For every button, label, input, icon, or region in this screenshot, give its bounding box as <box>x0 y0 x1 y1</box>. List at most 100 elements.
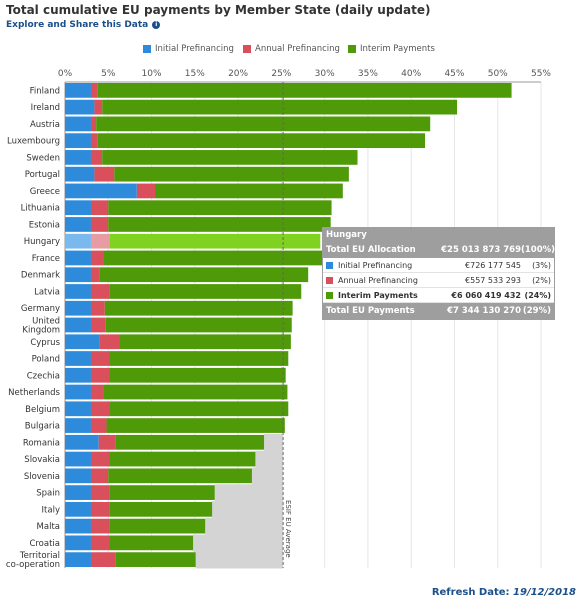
y-tick-label: Croatia <box>29 539 60 549</box>
x-tick-label: 15% <box>185 69 205 79</box>
bar-interim-payments <box>109 518 206 534</box>
legend-swatch <box>348 45 356 53</box>
below-average-fill <box>212 500 284 519</box>
bar-initial-prefinancing <box>65 99 95 115</box>
bar-initial-prefinancing <box>65 250 91 266</box>
x-tick-label: 25% <box>271 69 291 79</box>
tooltip-row-pct: (2%) <box>532 275 551 285</box>
bar-interim-payments <box>155 183 343 199</box>
legend-swatch <box>143 45 151 53</box>
y-tick-label: Slovenia <box>24 472 60 482</box>
chart-title: Total cumulative EU payments by Member S… <box>6 3 431 17</box>
tooltip-row-label: Annual Prefinancing <box>338 275 418 285</box>
x-tick-label: 20% <box>228 69 248 79</box>
bar-initial-prefinancing <box>65 434 99 450</box>
tooltip-row-interim: Interim Payments €6 060 419 432 (24%) <box>323 288 554 303</box>
y-tick-label: Lithuania <box>21 204 60 214</box>
bar-initial-prefinancing <box>65 133 91 149</box>
bar-annual-prefinancing <box>99 334 120 350</box>
x-tick-label: 40% <box>401 69 421 79</box>
legend-item-interim-payments[interactable]: Interim Payments <box>348 44 435 54</box>
y-tick-label: Latvia <box>34 287 60 297</box>
bar-initial-prefinancing <box>65 116 91 132</box>
bar-initial-prefinancing <box>65 334 100 350</box>
bar-initial-prefinancing <box>65 83 91 98</box>
bar-initial-prefinancing <box>65 317 91 333</box>
bar-initial-prefinancing <box>65 267 91 283</box>
bar-annual-prefinancing <box>90 267 100 283</box>
bar-interim-payments <box>102 150 358 165</box>
tooltip-row-label: Interim Payments <box>338 290 418 300</box>
y-tick-label: Finland <box>30 86 60 96</box>
info-icon[interactable]: i <box>152 20 161 29</box>
bar-annual-prefinancing <box>90 518 110 534</box>
y-tick-label: United <box>32 317 60 327</box>
explore-share-link[interactable]: Explore and Share this Data i <box>6 20 161 30</box>
tooltip-total-allocation-row: Total EU Allocation €25 013 873 769 (100… <box>323 242 555 258</box>
y-tick-label: Austria <box>30 120 60 130</box>
bar-annual-prefinancing <box>90 250 104 266</box>
y-tick-label: Greece <box>30 187 60 197</box>
x-tick-label: 55% <box>531 69 551 79</box>
bar-annual-prefinancing <box>90 351 111 366</box>
tooltip-swatch <box>326 261 333 269</box>
bar-interim-payments <box>110 233 321 249</box>
refresh-label: Refresh Date: <box>431 587 514 598</box>
bar-interim-payments <box>110 451 256 467</box>
y-tick-label: Netherlands <box>8 388 60 398</box>
y-tick-label: Hungary <box>24 237 60 247</box>
x-tick-label: 5% <box>101 69 116 79</box>
y-tick-label: Estonia <box>29 220 60 230</box>
bar-annual-prefinancing <box>90 485 110 500</box>
bar-interim-payments <box>96 116 431 132</box>
bar-annual-prefinancing <box>90 535 111 551</box>
bar-initial-prefinancing <box>65 518 91 534</box>
legend-item-initial-prefinancing[interactable]: Initial Prefinancing <box>143 44 234 54</box>
bar-annual-prefinancing <box>90 200 109 216</box>
bar-annual-prefinancing <box>90 317 106 333</box>
below-average-fill <box>205 517 284 535</box>
bar-annual-prefinancing <box>136 183 156 199</box>
bar-initial-prefinancing <box>65 284 91 299</box>
bar-interim-payments <box>105 317 292 333</box>
tooltip-row-initial: Initial Prefinancing €726 177 545 (3%) <box>323 258 554 273</box>
bar-initial-prefinancing <box>65 485 91 500</box>
y-tick-label: Ireland <box>31 103 60 113</box>
bar-annual-prefinancing <box>90 367 111 383</box>
bar-interim-payments <box>103 384 288 400</box>
bar-interim-payments <box>119 334 291 350</box>
bar-annual-prefinancing <box>90 150 103 165</box>
y-tick-label: Spain <box>36 489 60 499</box>
bar-annual-prefinancing <box>98 434 116 450</box>
tooltip-header: Hungary <box>323 228 554 242</box>
bar-initial-prefinancing <box>65 535 91 551</box>
bar-interim-payments <box>97 83 512 98</box>
bar-annual-prefinancing <box>90 384 104 400</box>
bar-initial-prefinancing <box>65 367 91 383</box>
below-average-fill <box>251 467 284 485</box>
bar-initial-prefinancing <box>65 166 95 182</box>
bar-initial-prefinancing <box>65 501 91 517</box>
bar-initial-prefinancing <box>65 351 91 366</box>
bar-annual-prefinancing <box>90 468 109 484</box>
refresh-date-value: 19/12/2018 <box>513 587 576 598</box>
bar-interim-payments <box>104 300 293 316</box>
legend-swatch <box>243 45 251 53</box>
bar-interim-payments <box>108 217 331 232</box>
y-tick-label: France <box>32 254 60 264</box>
x-tick-label: 0% <box>58 69 73 79</box>
bar-initial-prefinancing <box>65 183 137 199</box>
tooltip-row-pct: (24%) <box>524 290 551 300</box>
bar-interim-payments <box>110 351 289 366</box>
bar-interim-payments <box>108 468 252 484</box>
y-tick-label: Cyprus <box>30 338 60 348</box>
tooltip-row-value: €557 533 293 <box>465 275 521 285</box>
tooltip-row-value: €6 060 419 432 <box>451 290 521 300</box>
bar-annual-prefinancing <box>90 116 97 132</box>
average-label: ESIF EU Average <box>284 500 292 558</box>
bar-interim-payments <box>102 99 458 115</box>
legend-item-annual-prefinancing[interactable]: Annual Prefinancing <box>243 44 340 54</box>
bar-annual-prefinancing <box>90 300 105 316</box>
bar-annual-prefinancing <box>90 284 110 299</box>
